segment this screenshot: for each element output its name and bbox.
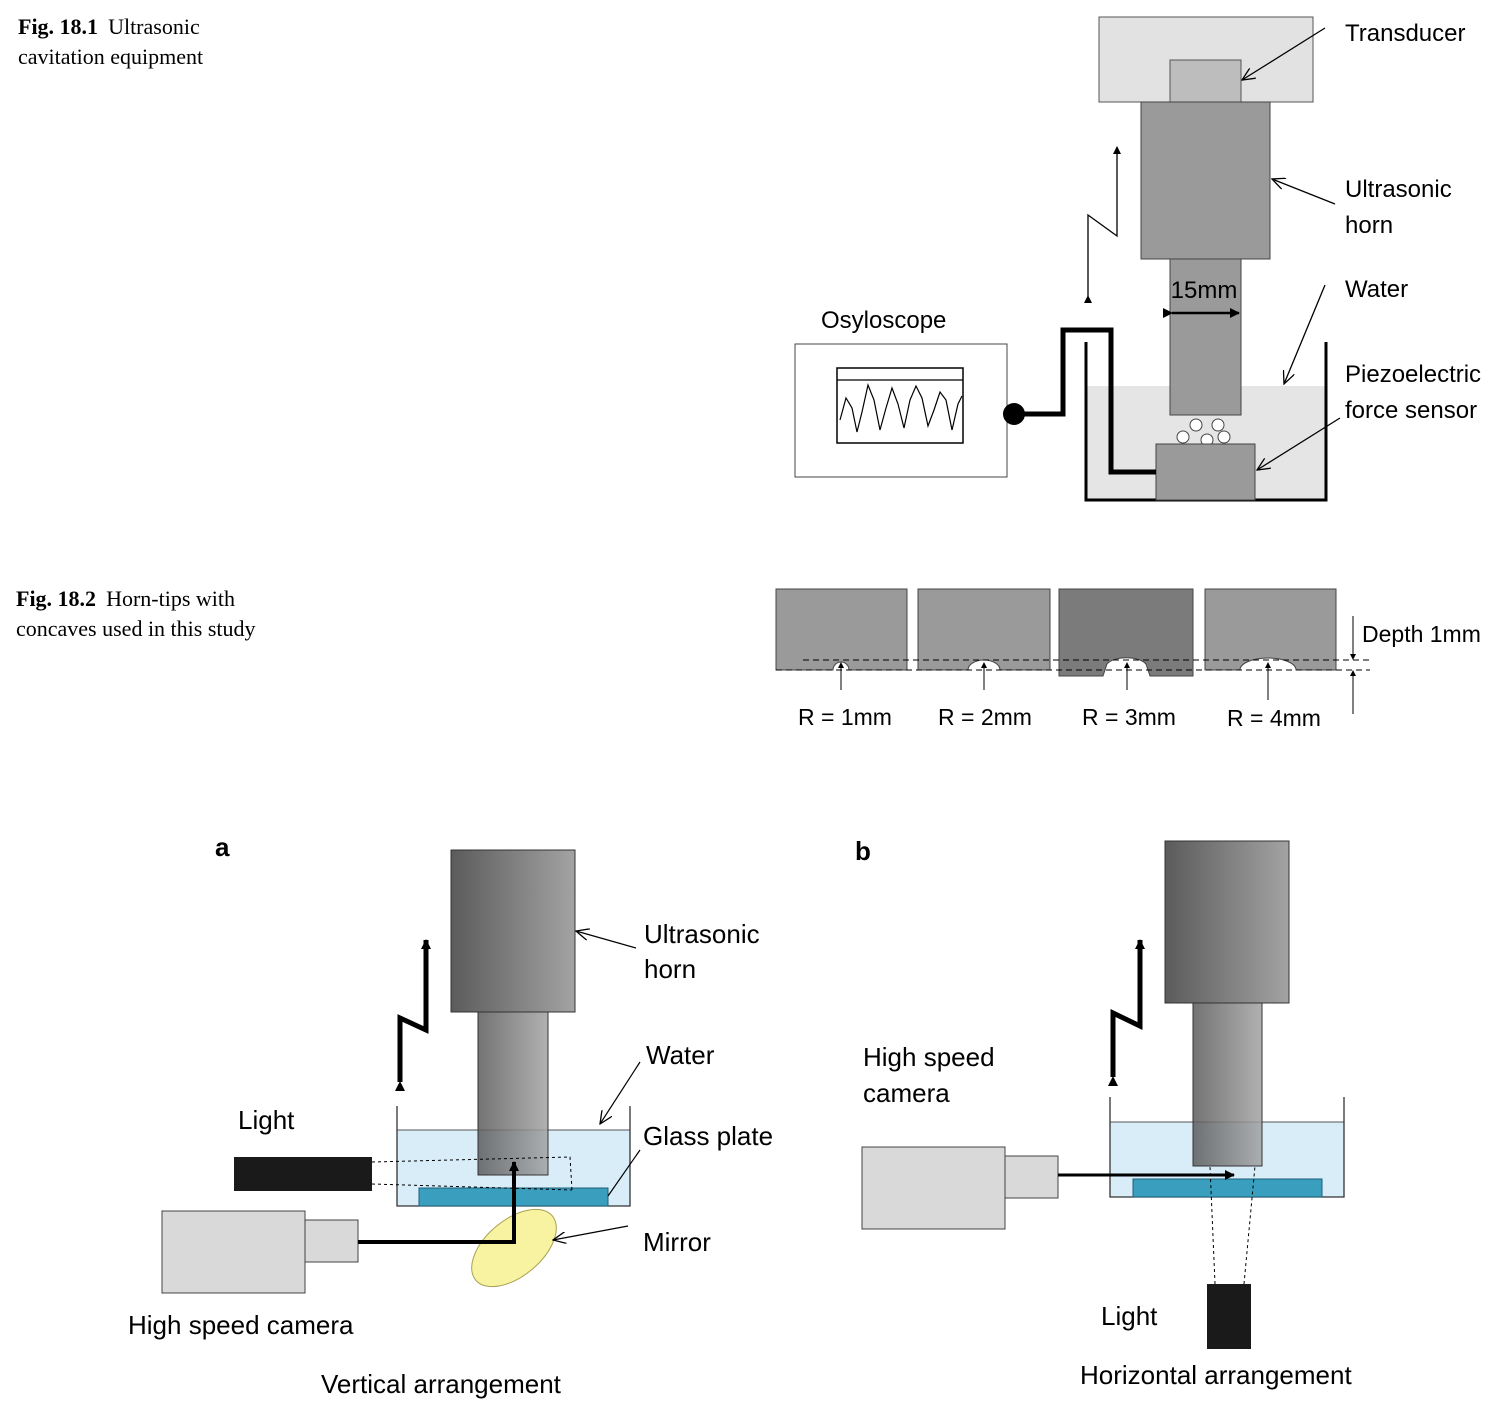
tip-label-r4: R = 4mm bbox=[1227, 705, 1321, 731]
transducer-label: Transducer bbox=[1345, 20, 1466, 47]
sensor-cable bbox=[1014, 327, 1156, 475]
horn-tip-r1 bbox=[775, 588, 908, 671]
camera-label-b-2: camera bbox=[863, 1078, 950, 1108]
glass-leader-a bbox=[607, 1149, 641, 1197]
tip-label-r1: R = 1mm bbox=[798, 704, 892, 730]
light-source-a bbox=[234, 1157, 372, 1191]
light-source-b bbox=[1207, 1284, 1251, 1349]
transducer-leader bbox=[1242, 27, 1326, 80]
mirror-leader-a bbox=[553, 1225, 629, 1240]
light-beam-b-right bbox=[1243, 1165, 1256, 1285]
oscilloscope-label: Osyloscope bbox=[821, 307, 946, 334]
fig3a-diagram: a Ultrasonic horn Water Glass plate Mirr… bbox=[128, 832, 773, 1399]
horn-label-line1: Ultrasonic bbox=[1345, 176, 1452, 203]
ultrasonic-horn-tip bbox=[1169, 258, 1242, 416]
fig1-diagram: 15mm Osyloscope Transducer Ultrasonic ho… bbox=[794, 16, 1481, 502]
glass-plate-b bbox=[1132, 1178, 1323, 1198]
mirror-label-a: Mirror bbox=[643, 1227, 711, 1257]
horn-tip-r3 bbox=[1058, 588, 1194, 677]
light-label-a: Light bbox=[238, 1105, 295, 1135]
camera-label-b-1: High speed bbox=[863, 1042, 995, 1072]
fig2-caption-text-1: Horn-tips with bbox=[106, 586, 236, 611]
fig1-caption: Fig. 18.1 Ultrasonic cavitation equipment bbox=[18, 12, 203, 72]
vibration-arrow-a bbox=[395, 939, 431, 1091]
horn-tip-a bbox=[477, 1011, 549, 1176]
camera-label-a: High speed camera bbox=[128, 1310, 354, 1340]
sensor-label-line2: force sensor bbox=[1345, 397, 1477, 424]
mirror-a bbox=[471, 1208, 557, 1288]
arrangement-title-b: Horizontal arrangement bbox=[1080, 1360, 1352, 1390]
oscilloscope-waveform bbox=[839, 382, 963, 433]
ultrasonic-horn-a bbox=[450, 849, 576, 1013]
fig1-caption-text-1: Ultrasonic bbox=[108, 14, 200, 39]
panel-b-label: b bbox=[855, 836, 871, 866]
water-label: Water bbox=[1345, 276, 1408, 303]
fig2-diagram: Depth 1mm R = 1mm R = 2mm R = 3mm R = 4m… bbox=[775, 588, 1481, 731]
light-label-b: Light bbox=[1101, 1301, 1158, 1331]
piezoelectric-force-sensor bbox=[1155, 443, 1256, 501]
vibration-arrow-b bbox=[1108, 939, 1145, 1086]
horn-label-a-2: horn bbox=[644, 954, 696, 984]
horn-tip-r4 bbox=[1204, 588, 1337, 671]
water-leader-a bbox=[600, 1061, 641, 1124]
panel-a-label: a bbox=[215, 832, 230, 862]
transducer bbox=[1169, 59, 1242, 103]
cable-connector bbox=[1003, 403, 1025, 425]
fig3b-diagram: b High speed camera Light Horizontal arr… bbox=[855, 836, 1352, 1390]
depth-label: Depth 1mm bbox=[1362, 621, 1481, 647]
horn-tip-b bbox=[1192, 1002, 1263, 1167]
fig1-caption-label: Fig. 18.1 bbox=[18, 14, 99, 39]
water-label-a: Water bbox=[646, 1040, 715, 1070]
horn-leader-a bbox=[576, 931, 637, 949]
diameter-label: 15mm bbox=[1171, 277, 1238, 304]
high-speed-camera-a bbox=[161, 1210, 306, 1294]
horn-label-line2: horn bbox=[1345, 212, 1393, 239]
sensor-leader bbox=[1257, 417, 1341, 470]
optical-path-a bbox=[358, 1161, 519, 1244]
fig2-caption-text-2: concaves used in this study bbox=[16, 616, 256, 641]
glass-label-a: Glass plate bbox=[643, 1121, 773, 1151]
horn-label-a-1: Ultrasonic bbox=[644, 919, 760, 949]
horn-leader bbox=[1272, 179, 1336, 205]
horn-tip-r2 bbox=[917, 588, 1051, 671]
ultrasonic-horn-body bbox=[1140, 101, 1271, 260]
high-speed-camera-b bbox=[861, 1146, 1006, 1230]
water-leader bbox=[1284, 284, 1326, 384]
tip-label-r3: R = 3mm bbox=[1082, 704, 1176, 730]
vibration-arrow bbox=[1084, 146, 1121, 303]
light-beam-b-left bbox=[1209, 1165, 1216, 1285]
arrangement-title-a: Vertical arrangement bbox=[321, 1369, 562, 1399]
tip-label-r2: R = 2mm bbox=[938, 704, 1032, 730]
fig1-caption-text-2: cavitation equipment bbox=[18, 44, 204, 69]
sensor-label-line1: Piezoelectric bbox=[1345, 361, 1481, 388]
light-beam-a bbox=[371, 1156, 573, 1191]
camera-lens-b bbox=[1004, 1155, 1059, 1199]
fig2-caption: Fig. 18.2 Horn-tips with concaves used in… bbox=[16, 584, 256, 644]
camera-lens-a bbox=[304, 1219, 359, 1263]
cavitation-bubbles bbox=[1176, 418, 1231, 447]
oscilloscope-screen bbox=[836, 367, 964, 444]
ultrasonic-horn-b bbox=[1164, 840, 1290, 1004]
fig2-caption-label: Fig. 18.2 bbox=[16, 586, 97, 611]
